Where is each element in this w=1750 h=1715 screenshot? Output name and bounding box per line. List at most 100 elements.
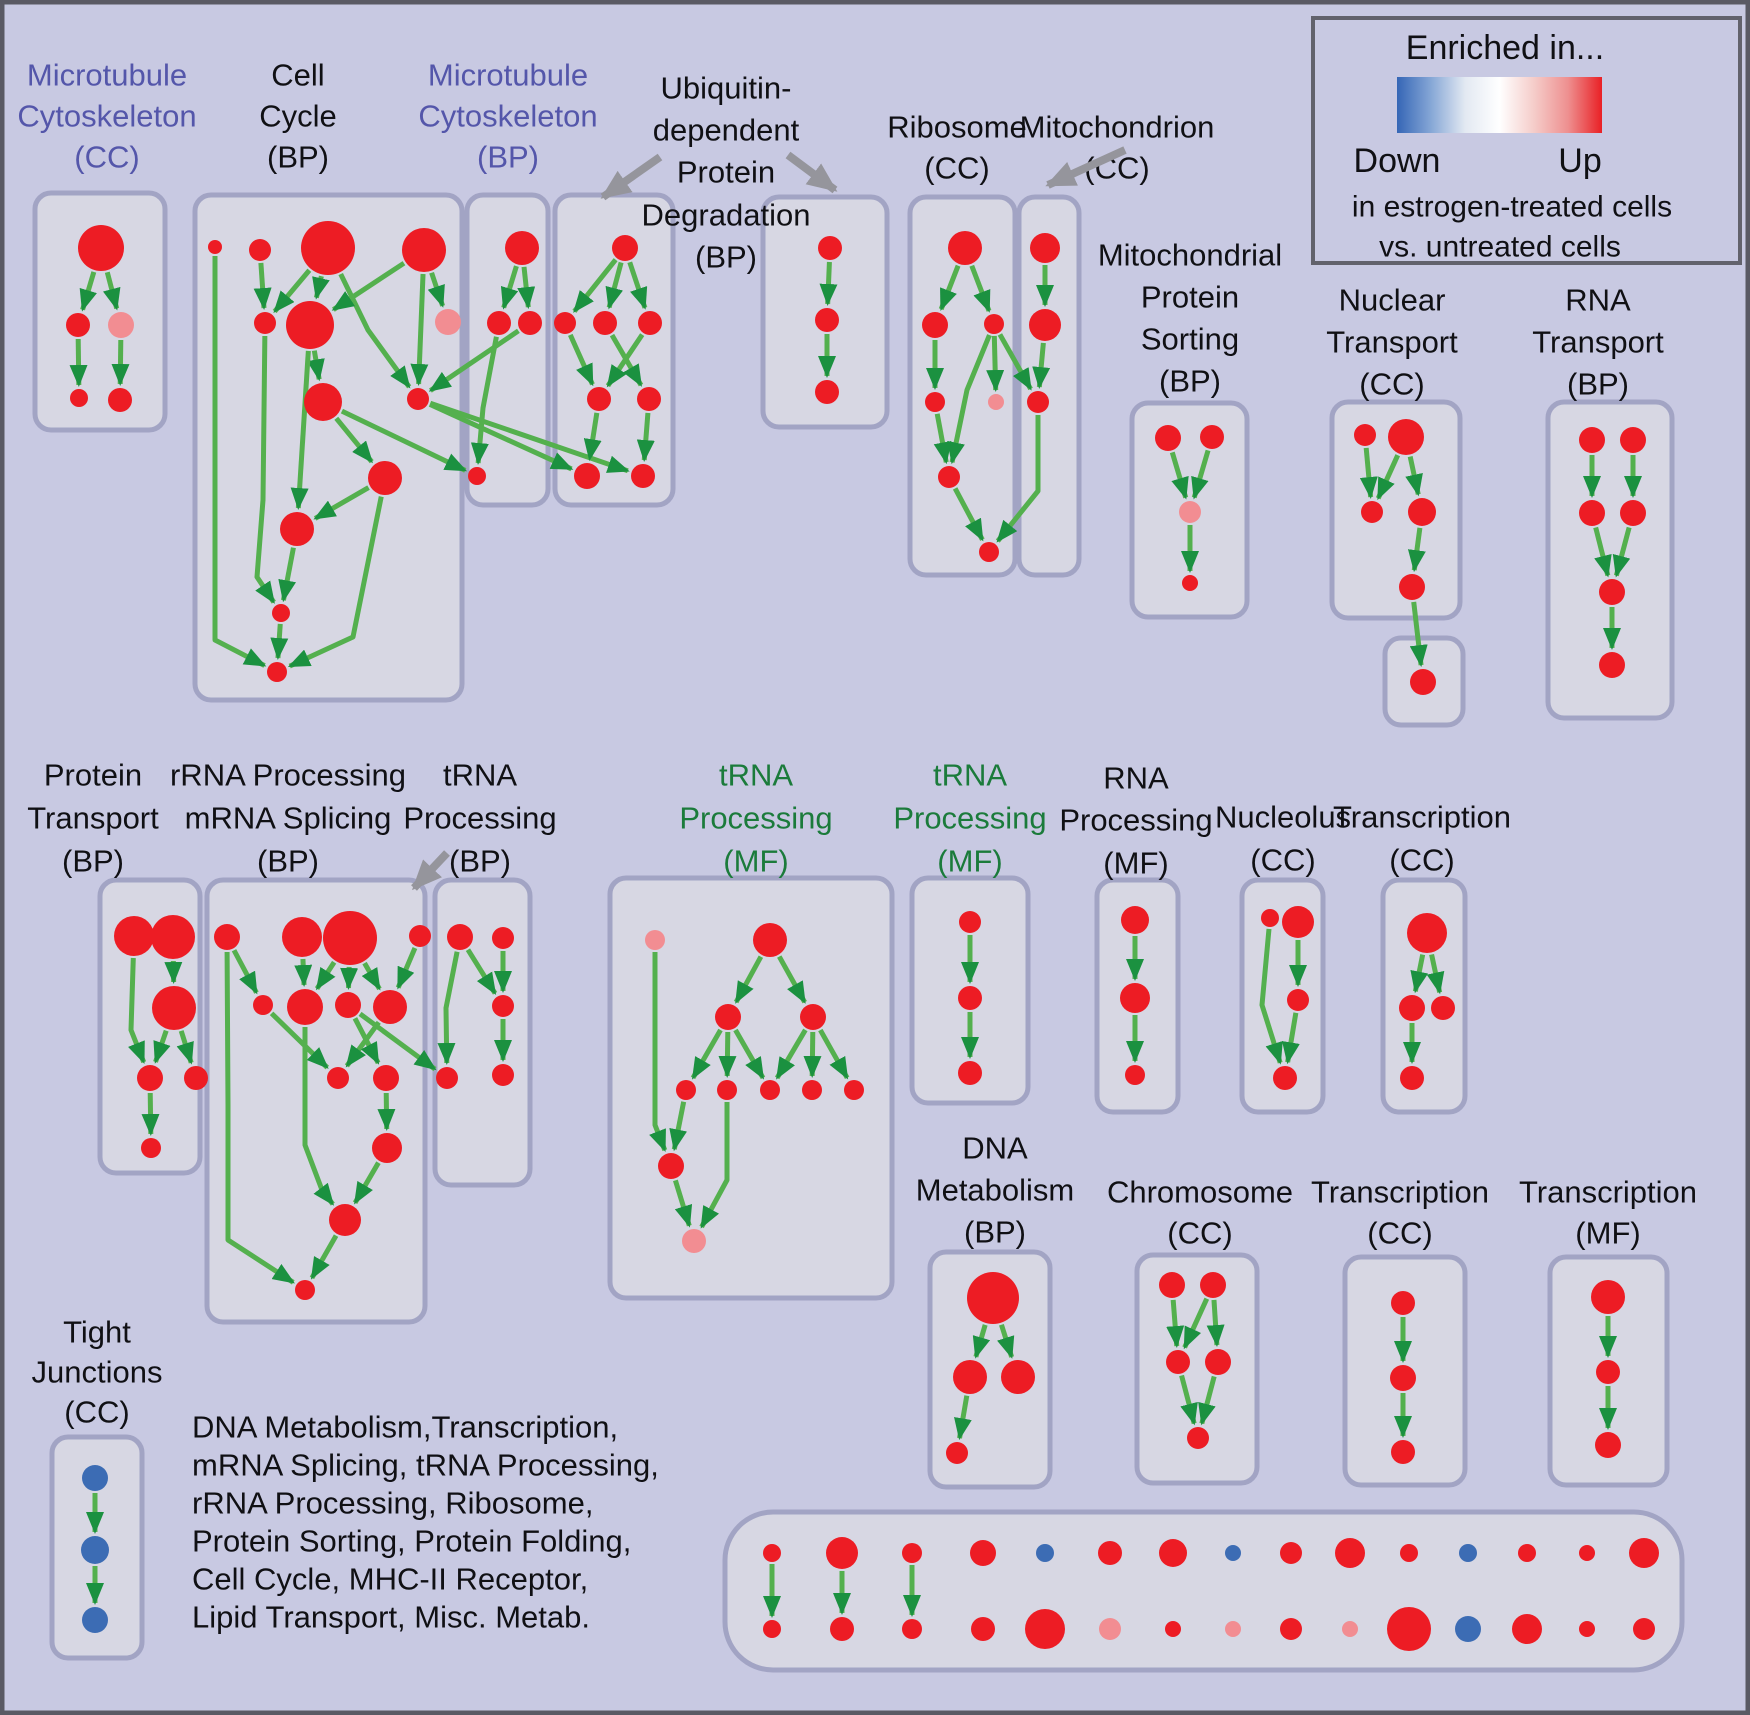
cluster-label-dna-metabolism-bp: (BP) (964, 1215, 1026, 1250)
cluster-label-mitochondrial-protein-sorting-bp: Mitochondrial (1098, 238, 1282, 273)
edge-arrow (1191, 449, 1211, 500)
go-term-node-blue (1225, 1545, 1241, 1561)
go-term-node-red (372, 1133, 402, 1163)
go-term-node-red (946, 1442, 968, 1464)
go-term-node-red (638, 311, 662, 335)
edge-arrow (572, 258, 618, 313)
cluster-box-microtubule-cytoskeleton-cc (32, 190, 168, 433)
cluster-label-ubiquitin-degradation-bp: dependent (653, 113, 800, 148)
edge-arrow (1612, 526, 1632, 578)
legend-subtitle-2: vs. untreated cells (1379, 231, 1621, 264)
cluster-label-trna-processing-mf-2: tRNA (933, 758, 1007, 793)
cluster-label-trna-processing-bp: Processing (403, 801, 556, 836)
edge-arrow (673, 1179, 693, 1228)
go-term-node-pink (682, 1229, 706, 1253)
go-term-node-red (295, 1280, 315, 1300)
go-term-node-red (554, 312, 576, 334)
cluster-label-ribosome-cc: (CC) (924, 151, 989, 186)
go-term-node-red (1159, 1272, 1185, 1298)
go-term-node-red (287, 989, 323, 1025)
edge-arrow (1359, 447, 1378, 500)
go-term-node-red (1391, 1291, 1415, 1315)
go-term-node-red (272, 604, 290, 622)
go-term-node-red (763, 1620, 781, 1638)
go-term-node-red (329, 1204, 361, 1236)
edge-arrow (997, 333, 1033, 391)
cluster-label-tight-junctions-cc: (CC) (64, 1395, 129, 1430)
cluster-label-transcription-mf: (MF) (1575, 1216, 1640, 1251)
edge-arrow (649, 952, 668, 1153)
edge-arrow (278, 547, 297, 603)
go-term-node-red (958, 986, 982, 1010)
edge-arrow (818, 1028, 850, 1080)
go-term-node-red (1280, 1618, 1302, 1640)
edge-arrow (733, 1028, 766, 1080)
edge-arrow (583, 412, 602, 462)
go-term-node-red (717, 1080, 737, 1100)
edge-arrow (272, 268, 312, 314)
cluster-label-cell-cycle-bp: (BP) (267, 140, 329, 175)
edge-arrow (933, 413, 952, 465)
go-term-node-pink (645, 930, 665, 950)
cluster-label-microtubule-cytoskeleton-cc: Microtubule (27, 58, 187, 93)
go-term-node-red (141, 1138, 161, 1158)
edge-arrow (428, 328, 520, 393)
edge-arrow (627, 261, 648, 310)
edge-arrow (718, 1031, 737, 1079)
cluster-label-microtubule-cytoskeleton-cc: Cytoskeleton (17, 99, 196, 134)
caption-misc-clusters: Cell Cycle, MHC-II Receptor, (192, 1562, 588, 1597)
go-term-node-red (574, 463, 600, 489)
cluster-label-ubiquitin-degradation-bp: Degradation (642, 198, 811, 233)
edge-arrow (294, 958, 313, 988)
go-term-node-red (1030, 233, 1060, 263)
edge-arrow (153, 1029, 171, 1064)
edge-arrow (254, 335, 276, 604)
go-term-node-red (108, 388, 132, 412)
cluster-box-nuclear-transport-cc (1329, 399, 1463, 621)
edge-arrow (1593, 526, 1612, 578)
go-term-node-red (1205, 1349, 1231, 1375)
edge-arrow (358, 1011, 437, 1072)
go-term-node-red (1200, 425, 1224, 449)
legend-title: Enriched in... (1406, 29, 1604, 67)
go-term-node-red (114, 916, 154, 956)
go-term-node-red (1579, 500, 1605, 526)
edge-arrow (690, 1028, 723, 1080)
edge-arrow (568, 333, 595, 387)
go-term-node-red (1155, 425, 1181, 451)
cluster-label-chromosome-cc: (CC) (1167, 1216, 1232, 1251)
go-term-node-pink (1342, 1621, 1358, 1637)
caption-misc-clusters: mRNA Splicing, tRNA Processing, (192, 1448, 659, 1483)
edge-arrow (306, 350, 325, 382)
cluster-label-cell-cycle-bp: Cell (271, 58, 324, 93)
go-term-node-red (970, 1540, 996, 1566)
go-term-node-red (902, 1543, 922, 1563)
cluster-label-trna-processing-mf-2: Processing (893, 801, 1046, 836)
go-term-node-red (137, 1065, 163, 1091)
cluster-label-ribosome-cc: Ribosome (887, 110, 1027, 145)
edge-arrow (1206, 1299, 1225, 1348)
go-term-node-red (492, 927, 514, 949)
go-term-node-red (953, 1360, 987, 1394)
go-term-node-red (802, 1080, 822, 1100)
go-term-node-red (612, 235, 638, 261)
go-term-node-red (1512, 1614, 1542, 1644)
edge-arrow (470, 336, 499, 466)
edge-arrow (636, 412, 655, 463)
cluster-box-chromosome-cc (1134, 1252, 1260, 1486)
go-term-node-red (1595, 1432, 1621, 1458)
go-term-node-red (1361, 501, 1383, 523)
edge-arrow (947, 334, 992, 465)
edge-arrow (231, 949, 259, 995)
go-term-node-red (436, 1067, 458, 1089)
go-term-node-red (1629, 1538, 1659, 1568)
legend-subtitle-1: in estrogen-treated cells (1352, 191, 1672, 224)
edge-arrow (312, 275, 330, 300)
legend-box (1311, 16, 1742, 265)
cluster-label-microtubule-cytoskeleton-bp: Cytoskeleton (418, 99, 597, 134)
go-term-node-red (715, 1004, 741, 1030)
go-term-node-red (1098, 1541, 1122, 1565)
go-term-node-red (984, 314, 1004, 334)
go-term-node-red (1579, 1621, 1595, 1637)
